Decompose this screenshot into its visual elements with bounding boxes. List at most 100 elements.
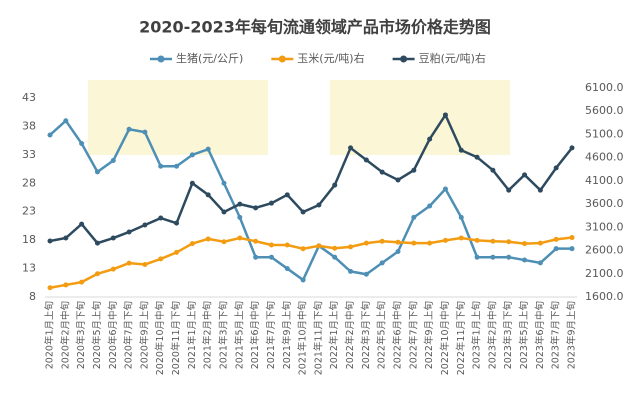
x-tick-label: 2022年2月中旬 [344,301,356,369]
x-tick-label: 2023年9月上旬 [566,301,578,369]
point [553,165,559,171]
point [474,154,480,160]
point [110,158,116,164]
x-tick-label: 2023年6月中旬 [534,301,546,369]
point [316,243,322,249]
x-tick-label: 2021年7月下旬 [265,301,277,369]
point [174,163,180,169]
y2-tick-label: 2600.0 [585,244,624,257]
x-tick-label: 2020年11月下旬 [170,301,182,375]
point [205,192,211,198]
point [47,285,53,291]
x-tick-label: 2020年10月中旬 [154,301,166,375]
point [221,239,227,245]
y2-tick-label: 3600.0 [585,197,624,210]
point [569,145,575,151]
point [237,235,243,241]
y-tick-label: 23 [22,205,36,218]
point [158,163,164,169]
point [522,257,528,263]
point [79,221,85,227]
line [49,112,573,245]
point [348,145,354,151]
x-tick-label: 2022年10月中旬 [439,301,451,375]
point [348,244,354,250]
y-tick-label: 8 [29,290,36,303]
x-tick-label: 2020年3月下旬 [75,301,87,369]
point [142,129,148,135]
point [63,118,69,124]
point [316,202,322,208]
point [332,182,338,188]
y-tick-label: 38 [22,119,36,132]
legend-swatch [278,55,286,63]
point [379,260,385,266]
point [490,167,496,173]
x-tick-label: 2021年10月中旬 [297,301,309,375]
point [442,112,448,118]
y2-tick-label: 5100.0 [585,127,624,140]
point [110,235,116,241]
x-tick-label: 2023年2月中旬 [486,301,498,369]
point [94,240,100,246]
point [411,167,417,173]
point [79,140,85,146]
point [427,240,433,246]
point [126,229,132,235]
x-tick-label: 2020年6月中旬 [107,301,119,369]
x-tick-label: 2020年9月上旬 [138,301,150,369]
point [474,237,480,243]
point [395,249,401,255]
x-tick-label: 2021年3月下旬 [218,301,230,369]
y2-tick-label: 4600.0 [585,151,624,164]
y-tick-label: 18 [22,233,36,246]
point [174,220,180,226]
x-tick-label: 2021年1月上旬 [186,301,198,369]
point [553,236,559,242]
point [458,147,464,153]
point [506,254,512,260]
x-tick-label: 2022年5月上旬 [376,301,388,369]
point [506,239,512,245]
point [94,169,100,175]
point [221,209,227,215]
point [142,261,148,267]
watermark [330,80,510,155]
point [189,241,195,247]
point [569,246,575,252]
point [458,214,464,220]
point [189,180,195,186]
chart-title: 2020-2023年每旬流通领域产品市场价格走势图 [139,18,491,37]
point [253,238,259,244]
x-tick-label: 2021年5月上旬 [233,301,245,369]
point [158,256,164,262]
point [427,203,433,209]
x-tick-label: 2022年6月中旬 [392,301,404,369]
line [49,236,573,289]
x-tick-label: 2021年9月上旬 [281,301,293,369]
point [553,246,559,252]
point [537,260,543,266]
point [442,237,448,243]
x-tick-label: 2022年9月上旬 [423,301,435,369]
y2-tick-label: 3100.0 [585,220,624,233]
y2-tick-label: 4100.0 [585,174,624,187]
x-tick-label: 2022年7月下旬 [407,301,419,369]
x-tick-label: 2020年5月上旬 [91,301,103,369]
x-tick-label: 2022年3月下旬 [360,301,372,369]
point [569,235,575,241]
point [94,271,100,277]
point [79,279,85,285]
legend-label: 豆粕(元/吨)右 [419,51,486,65]
x-tick-label: 2020年2月中旬 [59,301,71,369]
point [158,215,164,221]
point [237,214,243,220]
point [458,235,464,241]
line [49,118,572,282]
legend-swatch [400,55,408,63]
point [126,126,132,132]
y-tick-label: 33 [22,148,36,161]
point [253,254,259,260]
point [395,239,401,245]
